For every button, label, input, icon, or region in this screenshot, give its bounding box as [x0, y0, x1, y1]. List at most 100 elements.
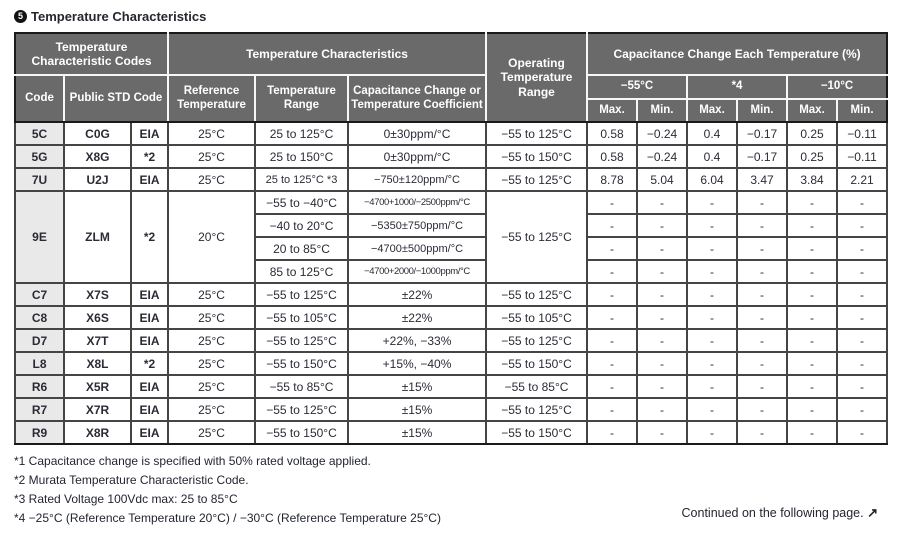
value-cell: - [586, 236, 638, 261]
continued-note-text: Continued on the following page. [681, 506, 864, 520]
temp-range-cell: 85 to 125°C [254, 259, 349, 284]
table-row-c8: C8 X6S EIA 25°C −55 to 105°C ±22% −55 to 105°C… [14, 305, 889, 330]
value-cell: - [786, 374, 838, 399]
operating-range-cell: −55 to 125°C [485, 121, 588, 146]
operating-range-cell: −55 to 125°C [485, 397, 588, 422]
std-org-cell: *2 [130, 351, 169, 376]
value-cell: - [636, 213, 688, 238]
code-cell: 9E [14, 190, 65, 284]
value-cell: 2.21 [835, 167, 889, 192]
code-cell: C7 [14, 282, 65, 307]
temperature-characteristics-table: Temperature Characteristic Codes Tempera… [14, 32, 889, 445]
std-org-cell: EIA [130, 121, 169, 146]
value-cell: - [686, 213, 738, 238]
value-cell: 0.25 [786, 121, 838, 146]
value-cell: - [586, 282, 638, 307]
value-cell: 3.84 [786, 167, 838, 192]
header-row-maxmin: Max. Min. Max. Min. Max. Min. [15, 98, 889, 123]
value-cell: 3.47 [736, 167, 788, 192]
header-min-3: Min. [835, 98, 889, 123]
value-cell: - [686, 259, 738, 284]
temp-range-cell: −55 to 85°C [254, 374, 349, 399]
value-cell: - [786, 397, 838, 422]
header-row-groups: Temperature Characteristic Codes Tempera… [14, 32, 889, 123]
temp-range-cell: 20 to 85°C [254, 236, 349, 261]
value-cell: - [686, 420, 738, 445]
value-cell: - [636, 351, 688, 376]
value-cell: 0.58 [586, 144, 638, 169]
value-cell: −0.24 [636, 144, 688, 169]
value-cell: 8.78 [586, 167, 638, 192]
std-org-cell: *2 [130, 144, 169, 169]
value-cell: - [636, 374, 688, 399]
code-cell: C8 [14, 305, 65, 330]
table-row-9e-3: 20 to 85°C −4700±500ppm/°C - - - - - - [15, 236, 889, 261]
value-cell: - [736, 374, 788, 399]
value-cell: - [736, 351, 788, 376]
header-operating-temp-range: Operating Temperature Range [485, 32, 588, 123]
footnote: *4 −25°C (Reference Temperature 20°C) / … [14, 511, 441, 525]
value-cell: - [586, 305, 638, 330]
header-max-1: Max. [586, 98, 638, 123]
public-std-cell: X5R [63, 374, 132, 399]
std-org-cell: EIA [130, 397, 169, 422]
value-cell: - [736, 397, 788, 422]
value-cell: - [736, 420, 788, 445]
value-cell: 0.4 [686, 144, 738, 169]
value-cell: - [786, 420, 838, 445]
public-std-cell: X8G [63, 144, 132, 169]
coefficient-cell: +22%, −33% [347, 328, 487, 353]
value-cell: - [686, 397, 738, 422]
value-cell: 5.04 [636, 167, 688, 192]
value-cell: - [786, 236, 838, 261]
operating-range-cell: −55 to 125°C [485, 328, 588, 353]
reference-temp-cell: 25°C [167, 167, 256, 192]
reference-temp-cell: 25°C [167, 121, 256, 146]
coefficient-cell: −750±120ppm/°C [347, 167, 487, 192]
temp-range-cell: −55 to 125°C [254, 397, 349, 422]
header-reference-temperature: Reference Temperature [167, 74, 256, 123]
value-cell: - [835, 190, 889, 215]
value-cell: - [686, 190, 738, 215]
section-number-badge: 5 [14, 9, 27, 23]
value-cell: 0.25 [786, 144, 838, 169]
public-std-cell: X7R [63, 397, 132, 422]
value-cell: - [686, 282, 738, 307]
value-cell: - [586, 213, 638, 238]
header-row-columns: Code Public STD Code Reference Temperatu… [14, 74, 889, 123]
coefficient-cell: 0±30ppm/°C [347, 121, 487, 146]
value-cell: - [636, 328, 688, 353]
code-cell: R9 [14, 420, 65, 445]
value-cell: - [586, 374, 638, 399]
continued-note: Continued on the following page. ↗ [682, 505, 878, 521]
header-temp-star4: *4 [686, 74, 788, 100]
value-cell: - [736, 213, 788, 238]
header-temp-characteristics: Temperature Characteristics [167, 32, 487, 76]
value-cell: 0.58 [586, 121, 638, 146]
value-cell: - [686, 351, 738, 376]
coefficient-cell: ±15% [347, 374, 487, 399]
value-cell: - [835, 328, 889, 353]
table-row-7u: 7U U2J EIA 25°C 25 to 125°C *3 −750±120ppm/°C… [14, 167, 889, 192]
value-cell: - [835, 213, 889, 238]
code-cell: R6 [14, 374, 65, 399]
reference-temp-cell: 25°C [167, 397, 256, 422]
value-cell: - [835, 351, 889, 376]
public-std-cell: C0G [63, 121, 132, 146]
operating-range-cell: −55 to 105°C [485, 305, 588, 330]
reference-temp-cell: 25°C [167, 328, 256, 353]
value-cell: - [586, 397, 638, 422]
temp-range-cell: 25 to 150°C [254, 144, 349, 169]
arrow-up-right-icon: ↗ [867, 505, 878, 520]
section-title: 5 Temperature Characteristics [14, 7, 886, 25]
coefficient-cell: ±15% [347, 397, 487, 422]
operating-range-cell: −55 to 125°C [485, 190, 588, 284]
std-org-cell: EIA [130, 167, 169, 192]
header-temp-characteristic-codes: Temperature Characteristic Codes [14, 32, 169, 76]
operating-range-cell: −55 to 125°C [485, 167, 588, 192]
table-row-9e-1: 9E ZLM *2 20°C −55 to −40°C −4700+1000/−2500p… [14, 190, 889, 284]
value-cell: - [786, 190, 838, 215]
value-cell: −0.11 [835, 121, 889, 146]
value-cell: - [686, 305, 738, 330]
